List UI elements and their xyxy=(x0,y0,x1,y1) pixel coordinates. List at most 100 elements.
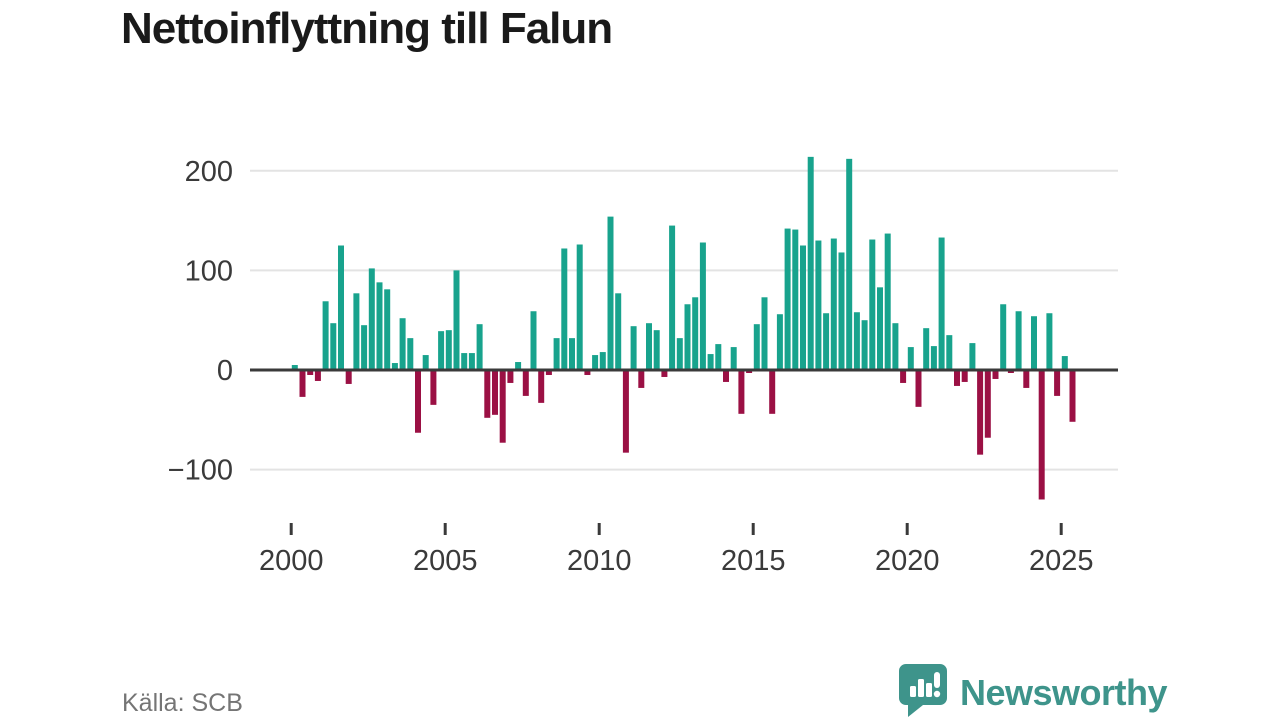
bar-positive xyxy=(561,248,568,370)
bar-positive xyxy=(892,323,899,370)
y-tick-label: 100 xyxy=(185,255,233,287)
x-tick-label: 2005 xyxy=(413,545,478,577)
bar-negative xyxy=(307,370,314,375)
bar-positive xyxy=(776,314,783,370)
bar-negative xyxy=(1023,370,1030,388)
bar-positive xyxy=(592,355,599,370)
bar-negative xyxy=(522,370,529,396)
y-tick-label: −100 xyxy=(168,455,233,487)
bar-negative xyxy=(622,370,629,453)
bar-positive xyxy=(445,330,452,370)
bar-negative xyxy=(507,370,514,383)
bar-positive xyxy=(515,362,522,370)
bar-positive xyxy=(684,304,691,370)
bar-positive xyxy=(653,330,660,370)
bar-positive xyxy=(468,353,475,370)
bar-positive xyxy=(938,237,945,370)
bar-positive xyxy=(291,365,298,370)
brand-name: Newsworthy xyxy=(960,672,1168,713)
bar-positive xyxy=(476,324,483,370)
bar-positive xyxy=(322,301,329,370)
bar-positive xyxy=(646,323,652,370)
bar-negative xyxy=(1069,370,1076,422)
bar-negative xyxy=(415,370,421,433)
bar-positive xyxy=(576,244,583,370)
bar-positive xyxy=(599,352,606,370)
bar-positive xyxy=(438,331,445,370)
bar-negative xyxy=(484,370,491,418)
bar-negative xyxy=(584,370,591,375)
bar-positive xyxy=(907,347,914,370)
bar-positive xyxy=(861,320,868,370)
bar-positive xyxy=(669,225,676,370)
bar-positive xyxy=(730,347,737,370)
bar-positive xyxy=(361,325,368,370)
bar-positive xyxy=(692,297,699,370)
bar-negative xyxy=(345,370,352,384)
bar-negative xyxy=(545,370,552,375)
bar-positive xyxy=(830,238,837,370)
bar-negative xyxy=(738,370,745,414)
bar-negative xyxy=(538,370,545,403)
bar-positive xyxy=(630,326,637,370)
bar-positive xyxy=(530,311,537,370)
bar-positive xyxy=(338,245,344,370)
newsworthy-bubble-chart-icon xyxy=(897,662,949,724)
bar-negative xyxy=(1038,370,1045,500)
bar-positive xyxy=(784,228,791,370)
bar-positive xyxy=(1061,356,1068,370)
bar-negative xyxy=(430,370,437,405)
bar-positive xyxy=(1046,313,1053,370)
bar-positive xyxy=(376,282,383,370)
bar-positive xyxy=(461,353,468,370)
bar-positive xyxy=(1031,316,1037,370)
bar-positive xyxy=(807,156,814,370)
bar-negative xyxy=(638,370,645,388)
bar-negative xyxy=(492,370,498,415)
bar-positive xyxy=(422,355,429,370)
bar-positive xyxy=(699,242,706,370)
bar-positive xyxy=(815,240,822,370)
bar-negative xyxy=(314,370,321,381)
newsworthy-logo: Newsworthy xyxy=(897,662,1168,724)
x-tick-label: 2010 xyxy=(567,545,632,577)
bar-positive xyxy=(391,363,398,370)
bar-positive xyxy=(607,216,614,370)
bar-positive xyxy=(923,328,930,370)
bar-positive xyxy=(946,335,953,370)
y-tick-label: 0 xyxy=(217,355,233,387)
bar-positive xyxy=(1000,304,1007,370)
bar-negative xyxy=(1054,370,1061,396)
bar-positive xyxy=(846,158,853,370)
y-tick-label: 200 xyxy=(185,156,233,188)
bar-negative xyxy=(299,370,306,397)
x-tick-label: 2000 xyxy=(259,545,324,577)
bar-positive xyxy=(569,338,575,370)
bar-negative xyxy=(915,370,922,407)
bar-positive xyxy=(715,344,722,370)
bar-positive xyxy=(823,313,830,370)
bar-positive xyxy=(453,270,460,370)
bar-positive xyxy=(399,318,406,370)
bar-negative xyxy=(499,370,506,443)
bar-positive xyxy=(869,239,876,370)
bar-negative xyxy=(992,370,999,379)
bar-positive xyxy=(969,343,976,370)
bar-negative xyxy=(954,370,960,386)
bar-positive xyxy=(930,346,937,370)
bar-positive xyxy=(368,268,375,370)
bar-negative xyxy=(661,370,668,377)
bar-positive xyxy=(615,293,622,370)
bar-negative xyxy=(769,370,776,414)
bar-negative xyxy=(900,370,907,383)
bar-positive xyxy=(877,287,883,370)
bar-positive xyxy=(407,338,414,370)
source-text: Källa: SCB xyxy=(122,689,243,717)
bar-positive xyxy=(553,338,560,370)
bar-positive xyxy=(353,293,360,370)
page-title: Nettoinflyttning till Falun xyxy=(121,4,613,53)
bar-positive xyxy=(792,229,799,370)
bar-positive xyxy=(330,323,337,370)
